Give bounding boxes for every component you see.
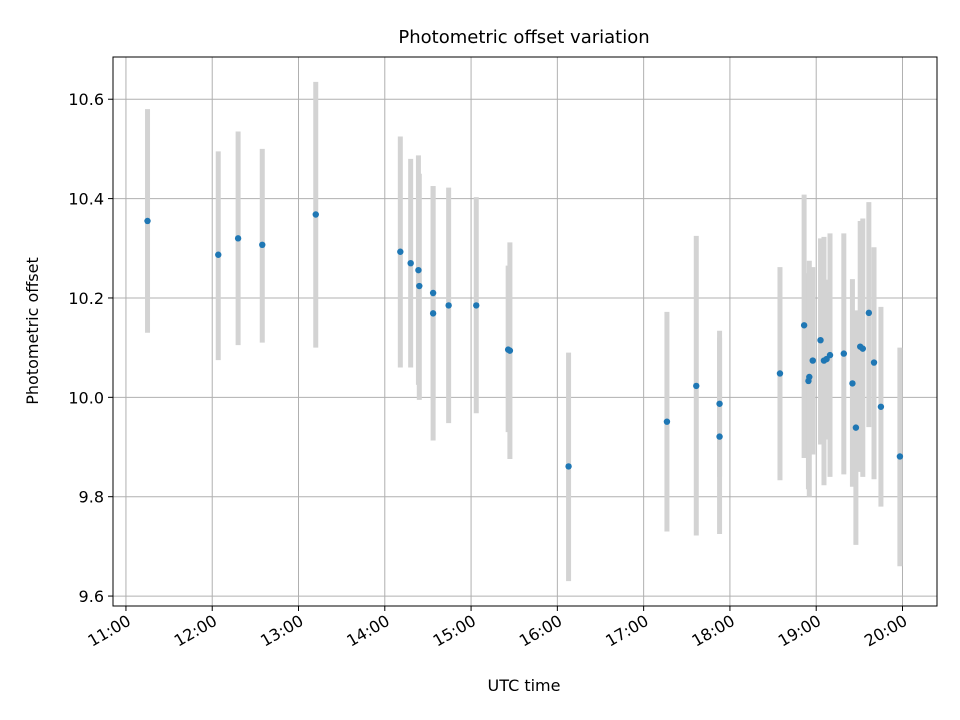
data-point xyxy=(852,424,860,431)
x-tick-label: 14:00 xyxy=(343,611,392,651)
x-tick-label: 15:00 xyxy=(430,611,479,651)
data-point xyxy=(416,282,423,290)
data-point xyxy=(865,309,873,317)
data-point xyxy=(716,433,723,440)
error-bars xyxy=(145,81,903,582)
data-point xyxy=(473,302,480,309)
data-point xyxy=(663,418,671,425)
x-tick-label: 20:00 xyxy=(861,611,910,651)
y-tick-label: 10.2 xyxy=(68,289,104,308)
data-point xyxy=(849,380,856,387)
data-point xyxy=(826,351,834,359)
data-point xyxy=(806,373,813,381)
data-point xyxy=(415,266,422,274)
data-point xyxy=(800,322,808,329)
chart-title: Photometric offset variation xyxy=(398,27,649,48)
y-tick-label: 10.6 xyxy=(68,90,104,109)
data-point xyxy=(693,382,700,390)
y-tick-label: 9.6 xyxy=(79,587,104,606)
data-point xyxy=(809,357,816,364)
y-tick-label: 9.8 xyxy=(79,488,104,507)
data-point xyxy=(259,241,266,249)
grid-lines xyxy=(113,57,937,606)
plot-frame xyxy=(112,56,938,607)
x-tick-label: 17:00 xyxy=(602,611,651,651)
y-tick-label: 10.4 xyxy=(68,190,104,209)
data-point xyxy=(397,248,404,255)
data-point xyxy=(506,347,514,354)
x-tick-label: 13:00 xyxy=(257,611,306,651)
data-point xyxy=(776,370,784,377)
y-axis-label: Photometric offset xyxy=(23,257,42,405)
data-point xyxy=(877,403,885,410)
x-tick-label: 19:00 xyxy=(775,611,824,651)
data-point xyxy=(896,453,904,460)
data-point xyxy=(144,217,151,225)
x-axis-label: UTC time xyxy=(488,676,561,695)
data-point xyxy=(840,350,848,357)
x-tick-label: 18:00 xyxy=(688,611,737,651)
data-point xyxy=(859,345,866,352)
data-point xyxy=(429,310,437,317)
data-point xyxy=(565,463,572,470)
data-point xyxy=(716,400,723,407)
data-point xyxy=(215,251,222,258)
data-point xyxy=(407,259,414,267)
y-tick-label: 10.0 xyxy=(68,388,104,407)
data-point xyxy=(817,336,824,344)
x-tick-label: 12:00 xyxy=(171,611,220,651)
x-tick-label: 11:00 xyxy=(85,611,134,651)
data-point xyxy=(234,235,242,242)
data-point xyxy=(312,211,319,218)
data-point xyxy=(870,359,878,366)
x-tick-label: 16:00 xyxy=(516,611,565,651)
y-axis-ticks: 9.6 9.8 10.0 10.2 10.4 10.6 xyxy=(68,90,113,606)
x-axis-ticks: 11:00 12:00 13:00 14:00 15:00 16:00 17:00 18:00… xyxy=(85,606,910,651)
data-points xyxy=(144,211,904,470)
data-point xyxy=(445,302,452,309)
data-point xyxy=(429,289,437,297)
